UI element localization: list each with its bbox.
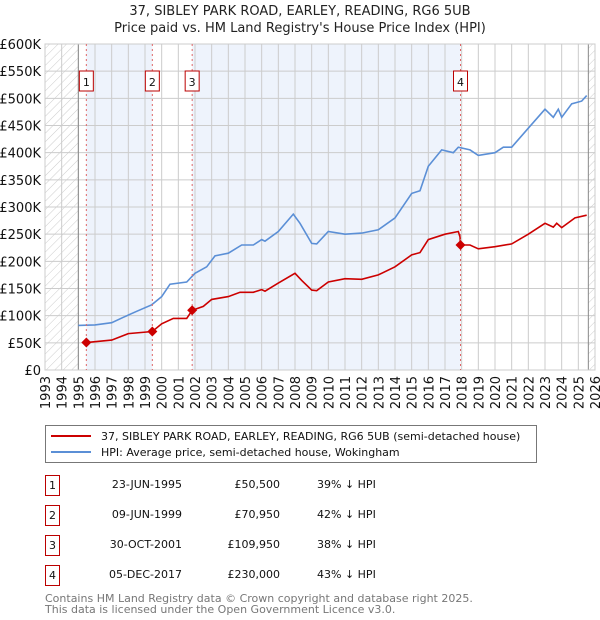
y-tick-label: £500K — [0, 92, 41, 107]
x-tick-label: 2007 — [272, 376, 287, 409]
property-price-line — [86, 214, 587, 344]
sale-number-badge: 2 — [45, 505, 60, 526]
y-tick-label: £600K — [0, 38, 41, 53]
x-tick-label: 1993 — [39, 376, 54, 409]
sale-point — [81, 337, 92, 348]
sale-date: 23-JUN-1995 — [111, 478, 182, 491]
x-tick-label: 2001 — [172, 376, 187, 409]
transaction-row: 1 23-JUN-1995 £50,500 39% ↓ HPI — [45, 475, 495, 496]
legend: 37, SIBLEY PARK ROAD, EARLEY, READING, R… — [45, 425, 537, 463]
footer-licence: This data is licensed under the Open Gov… — [45, 603, 396, 616]
sale-price: £109,950 — [227, 538, 281, 551]
hpi-line — [78, 95, 588, 327]
x-tick-label: 2018 — [456, 376, 471, 409]
hpi-line-swatch — [51, 451, 91, 453]
sale-price: £70,950 — [234, 508, 281, 521]
plot-border — [44, 43, 596, 371]
x-tick-label: 2021 — [506, 376, 521, 409]
x-tick-label: 2026 — [589, 376, 600, 409]
transaction-row: 2 09-JUN-1999 £70,950 42% ↓ HPI — [45, 505, 495, 526]
x-tick-label: 1999 — [139, 376, 154, 409]
transaction-row: 4 05-DEC-2017 £230,000 43% ↓ HPI — [45, 565, 495, 586]
sale-number-box — [184, 70, 200, 92]
x-tick-label: 1996 — [89, 376, 104, 409]
x-tick-label: 2003 — [206, 376, 221, 409]
sale-number-box — [78, 70, 94, 92]
x-tick-label: 2010 — [322, 376, 337, 409]
y-tick-label: £100K — [0, 310, 41, 325]
legend-item-property: 37, SIBLEY PARK ROAD, EARLEY, READING, R… — [46, 428, 520, 444]
chart-title: 37, SIBLEY PARK ROAD, EARLEY, READING, R… — [129, 4, 471, 19]
x-tick-label: 1997 — [106, 376, 121, 409]
property-line-swatch — [51, 435, 91, 437]
sale-date: 30-OCT-2001 — [109, 538, 182, 551]
sale-point — [187, 305, 198, 316]
sale-date: 09-JUN-1999 — [111, 508, 182, 521]
x-tick-label: 2015 — [406, 376, 421, 409]
sale-number-badge: 3 — [45, 535, 60, 556]
x-tick-label: 2000 — [156, 376, 171, 409]
sale-number-label: 1 — [83, 76, 90, 89]
x-tick-label: 2012 — [356, 376, 371, 409]
price-chart: 1 2 3 4 £0 £50K £100K £150K £200K £250K £300K £350K… — [0, 38, 600, 409]
legend-item-hpi: HPI: Average price, semi-detached house,… — [46, 444, 400, 460]
x-tick-label: 2009 — [306, 376, 321, 409]
y-tick-label: £450K — [0, 120, 41, 135]
footer-copyright: Contains HM Land Registry data © Crown c… — [45, 592, 473, 605]
y-tick-label: £150K — [0, 283, 41, 298]
legend-label: 37, SIBLEY PARK ROAD, EARLEY, READING, R… — [101, 429, 521, 443]
x-tick-label: 2014 — [389, 376, 404, 409]
x-tick-label: 2006 — [256, 376, 271, 409]
transaction-row: 3 30-OCT-2001 £109,950 38% ↓ HPI — [45, 535, 495, 556]
sale-price: £50,500 — [234, 478, 281, 491]
chart-subtitle: Price paid vs. HM Land Registry's House … — [114, 21, 486, 36]
y-tick-label: £50K — [8, 337, 42, 352]
x-tick-label: 1998 — [122, 376, 137, 409]
sale-number-badge: 1 — [45, 475, 60, 496]
x-tick-label: 2024 — [556, 376, 571, 409]
x-tick-label: 2025 — [572, 376, 587, 409]
hpi-diff: 38% ↓ HPI — [317, 538, 376, 551]
x-tick-label: 2016 — [422, 376, 437, 409]
x-tick-label: 2017 — [439, 376, 454, 409]
x-tick-label: 2008 — [289, 376, 304, 409]
x-tick-label: 2005 — [239, 376, 254, 409]
y-tick-label: £400K — [0, 147, 41, 162]
x-tick-label: 2013 — [372, 376, 387, 409]
legend-label: HPI: Average price, semi-detached house,… — [101, 445, 400, 459]
x-tick-label: 2020 — [489, 376, 504, 409]
sale-price: £230,000 — [227, 568, 281, 581]
x-tick-label: 2004 — [222, 376, 237, 409]
hpi-diff: 39% ↓ HPI — [317, 478, 376, 491]
x-tick-label: 2002 — [189, 376, 204, 409]
sale-number-badge: 4 — [45, 565, 60, 586]
x-tick-label: 2011 — [339, 376, 354, 409]
sale-number-box — [144, 70, 160, 92]
x-tick-label: 2022 — [522, 376, 537, 409]
sale-number-label: 4 — [457, 76, 464, 89]
hpi-diff: 42% ↓ HPI — [317, 508, 376, 521]
sale-number-label: 2 — [149, 76, 156, 89]
sale-point — [147, 326, 158, 337]
hpi-diff: 43% ↓ HPI — [317, 568, 376, 581]
x-tick-label: 2023 — [539, 376, 554, 409]
y-tick-label: £200K — [0, 255, 41, 270]
x-tick-label: 1994 — [56, 376, 71, 409]
y-tick-label: £250K — [0, 228, 41, 243]
sale-number-label: 3 — [189, 76, 196, 89]
y-tick-label: £550K — [0, 65, 41, 80]
y-tick-label: £350K — [0, 174, 41, 189]
x-tick-label: 2019 — [472, 376, 487, 409]
sale-number-box — [453, 70, 468, 92]
sale-point — [455, 240, 466, 251]
y-tick-label: £0 — [24, 364, 41, 379]
x-tick-label: 1995 — [72, 376, 87, 409]
sale-date: 05-DEC-2017 — [108, 568, 182, 581]
y-tick-label: £300K — [0, 201, 41, 216]
